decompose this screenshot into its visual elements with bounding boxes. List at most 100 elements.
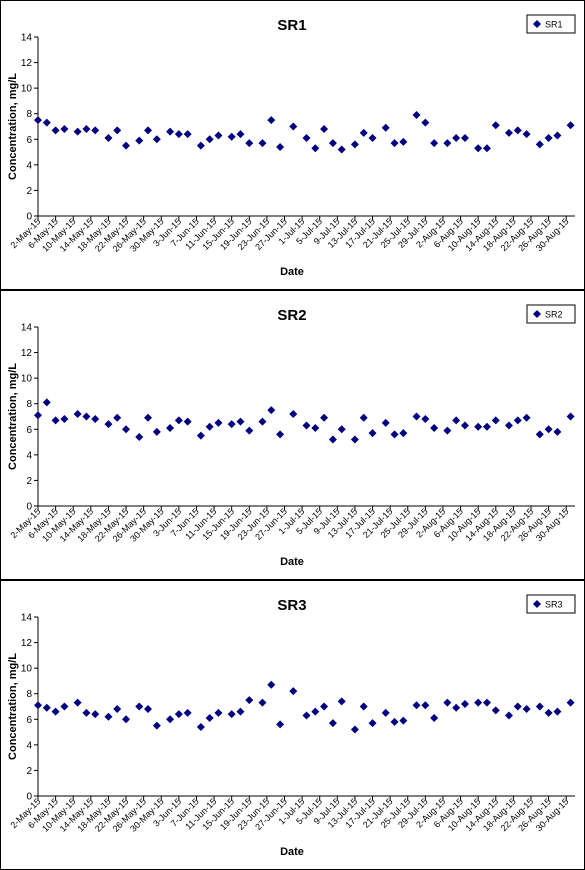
data-point [73,698,82,707]
data-point [183,708,192,717]
data-point [504,421,513,430]
data-point [245,696,254,705]
chart-title: SR1 [277,17,306,34]
data-point [113,413,122,422]
x-axis-label: Date [280,846,304,858]
data-point [236,130,245,139]
data-point [390,717,399,726]
data-point [214,131,223,140]
data-point [553,131,562,140]
data-point [60,702,69,711]
data-point [311,144,320,153]
data-point [60,415,69,424]
data-point [227,710,236,719]
y-tick-label: 12 [21,58,33,69]
data-point [337,697,346,706]
data-point [513,702,522,711]
data-point [205,422,214,431]
data-point [245,426,254,435]
data-point [482,698,491,707]
y-tick-label: 6 [26,135,32,146]
y-tick-label: 4 [26,160,32,171]
data-point [289,687,298,696]
data-point [34,701,42,710]
data-point [535,140,544,149]
data-point [174,416,183,425]
data-point [522,413,531,422]
data-point [311,707,320,716]
y-tick-label: 2 [26,476,32,487]
data-point [544,134,553,143]
data-point [430,714,439,723]
y-tick-label: 6 [26,425,32,436]
data-point [196,722,205,731]
chart-title: SR3 [277,597,306,614]
y-tick-label: 10 [21,374,33,385]
data-point [443,426,452,435]
data-point [381,418,390,427]
y-tick-label: 0 [26,792,32,803]
data-point [474,144,483,153]
data-point [113,705,122,714]
data-point [51,126,60,135]
legend-marker [533,600,541,608]
data-point [320,702,329,711]
data-point [267,680,276,689]
data-point [166,715,175,724]
chart-panel: SR1024681012142-May-156-May-1510-May-151… [0,0,585,290]
data-point [82,412,91,421]
data-point [491,706,500,715]
legend-label: SR1 [545,20,563,30]
legend-label: SR3 [545,600,563,610]
data-point [144,705,153,714]
data-point [320,125,329,134]
data-point [399,137,408,146]
data-point [337,145,346,154]
data-point [42,398,51,407]
data-point [359,128,368,137]
data-point [91,126,100,135]
y-tick-label: 8 [26,689,32,700]
data-point [183,130,192,139]
data-point [113,126,122,135]
legend-box [526,14,576,34]
data-point [452,416,461,425]
data-point [135,432,144,441]
data-point [452,134,461,143]
data-point [276,142,285,151]
data-point [474,698,483,707]
y-tick-label: 4 [26,450,32,461]
data-point [430,139,439,148]
y-axis-label: Concentration, mg/L [7,73,19,180]
data-point [302,421,311,430]
data-point [227,420,236,429]
data-point [152,427,161,436]
data-point [474,422,483,431]
data-point [381,708,390,717]
y-tick-label: 12 [21,638,33,649]
data-point [544,425,553,434]
y-tick-label: 8 [26,109,32,120]
y-tick-label: 8 [26,399,32,410]
y-tick-label: 14 [21,33,33,44]
data-point [535,702,544,711]
data-point [553,427,562,436]
data-point [390,430,399,439]
data-point [412,110,421,119]
data-point [544,708,553,717]
y-tick-label: 4 [26,740,32,751]
data-point [258,139,267,148]
data-point [368,134,377,143]
data-point [73,127,82,136]
y-tick-label: 0 [26,502,32,513]
data-point [245,139,254,148]
data-point [144,413,153,422]
data-point [491,121,500,130]
data-point [350,435,359,444]
data-point [34,116,42,125]
data-point [205,135,214,144]
y-tick-label: 14 [21,613,33,624]
data-point [566,412,575,421]
data-point [196,141,205,150]
data-point [60,125,69,134]
